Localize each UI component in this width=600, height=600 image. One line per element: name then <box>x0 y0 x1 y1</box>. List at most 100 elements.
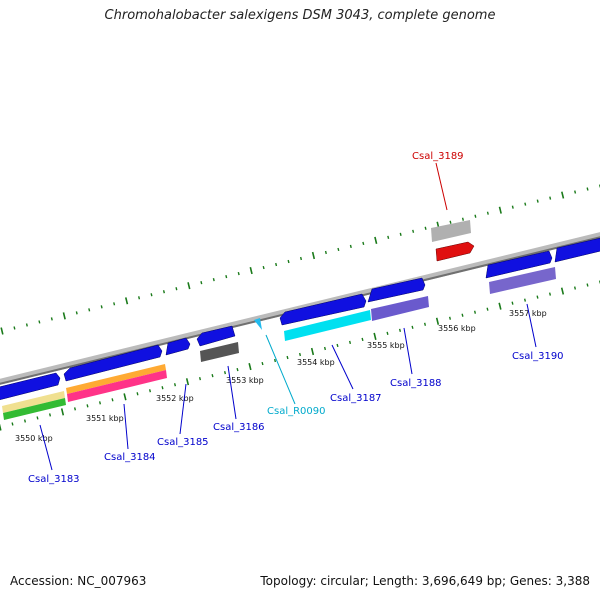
minor-tick <box>586 283 589 287</box>
category-bar-3184-a <box>66 364 166 394</box>
minor-tick <box>211 374 214 378</box>
scale-label: 3556 kbp <box>438 324 476 333</box>
major-tick <box>561 191 565 199</box>
minor-tick <box>398 328 402 332</box>
minor-tick <box>511 205 514 209</box>
feature-category-bars <box>2 220 556 420</box>
major-tick <box>60 408 65 416</box>
major-tick <box>498 302 502 310</box>
category-bar-3186 <box>200 342 239 362</box>
gene-label-csal-3187[interactable]: Csal_3187 <box>330 393 382 404</box>
map-title: Chromohalobacter salexigens DSM 3043, co… <box>104 8 496 23</box>
gene-feature-csal-3190[interactable] <box>485 250 553 279</box>
accession-text: Accession: NC_007963 <box>10 574 147 588</box>
gene-feature-csal-3183[interactable] <box>0 372 61 401</box>
minor-tick <box>298 352 302 357</box>
minor-tick <box>349 244 352 249</box>
minor-tick <box>536 199 539 203</box>
minor-tick <box>323 346 327 351</box>
scale-label: 3555 kbp <box>367 341 405 350</box>
leader-csal-3190 <box>526 303 537 348</box>
minor-tick <box>212 278 215 282</box>
category-bar-3190 <box>489 267 556 294</box>
minor-tick <box>198 377 202 381</box>
gene-label-csal-3183[interactable]: Csal_3183 <box>28 474 80 485</box>
minor-tick <box>473 310 477 314</box>
minor-tick <box>461 217 464 221</box>
gene-feature-csal-3184[interactable] <box>63 344 163 382</box>
scale-label: 3553 kbp <box>226 376 264 385</box>
minor-tick <box>225 275 228 279</box>
gene-label-csal-3185[interactable]: Csal_3185 <box>157 437 209 448</box>
major-tick <box>185 378 190 386</box>
leader-csal-3187 <box>331 344 354 390</box>
minor-tick <box>161 386 164 390</box>
minor-tick <box>73 407 77 411</box>
minor-tick <box>586 187 589 191</box>
minor-tick <box>237 271 240 276</box>
minor-tick <box>574 190 577 194</box>
minor-tick <box>162 290 165 294</box>
minor-tick <box>461 313 464 317</box>
major-tick <box>310 347 315 356</box>
gene-label-csal-3190[interactable]: Csal_3190 <box>512 351 564 362</box>
minor-tick <box>25 323 28 327</box>
gene-label-csal-3189[interactable]: Csal_3189 <box>412 151 464 162</box>
rna-feature-csal-r0090[interactable] <box>254 318 262 330</box>
major-tick <box>373 332 377 340</box>
minor-tick <box>336 343 339 348</box>
minor-tick <box>486 211 489 215</box>
gene-feature-csal-3189[interactable] <box>435 241 475 262</box>
leader-csal-r0090 <box>265 334 296 405</box>
gene-labels: Csal_3183 Csal_3184 Csal_3185 Csal_3186 … <box>28 151 564 485</box>
minor-tick <box>523 298 527 302</box>
minor-tick <box>173 383 177 387</box>
category-bar-r0090 <box>284 310 371 341</box>
minor-tick <box>448 316 452 320</box>
minor-tick <box>50 317 53 321</box>
minor-tick <box>100 305 103 309</box>
minor-tick <box>150 293 153 297</box>
gene-label-csal-3188[interactable]: Csal_3188 <box>390 378 442 389</box>
gene-label-csal-3184[interactable]: Csal_3184 <box>104 452 156 463</box>
category-bar-3183-green <box>3 398 66 420</box>
gene-feature-csal-3188[interactable] <box>367 277 426 303</box>
minor-tick <box>299 256 303 261</box>
minor-tick <box>411 325 414 329</box>
minor-tick <box>200 281 203 285</box>
minor-tick <box>86 404 89 408</box>
major-tick <box>123 393 127 401</box>
gene-feature-next[interactable] <box>554 237 600 263</box>
gene-feature-csal-3185[interactable] <box>165 337 191 356</box>
minor-tick <box>273 358 277 363</box>
minor-tick <box>387 235 390 239</box>
gene-feature-csal-3187[interactable] <box>279 293 367 326</box>
minor-tick <box>148 389 152 393</box>
scale-label: 3552 kbp <box>156 394 194 403</box>
minor-tick <box>175 287 178 291</box>
gene-feature-csal-3186[interactable] <box>196 325 236 347</box>
major-tick <box>435 317 440 325</box>
minor-tick <box>11 422 14 426</box>
category-bar-3189 <box>431 220 471 242</box>
minor-tick <box>361 337 364 342</box>
minor-tick <box>486 307 489 311</box>
minor-tick <box>423 322 427 326</box>
minor-tick <box>275 262 278 267</box>
forward-strand-features <box>0 237 600 401</box>
major-tick <box>124 297 129 305</box>
minor-tick <box>362 241 365 246</box>
major-tick <box>248 362 252 371</box>
gene-label-csal-r0090[interactable]: Csal_R0090 <box>267 406 326 417</box>
major-tick <box>0 327 4 335</box>
minor-tick <box>36 416 39 420</box>
minor-tick <box>98 401 102 405</box>
minor-tick <box>261 361 264 366</box>
genome-summary-text: Topology: circular; Length: 3,696,649 bp… <box>260 574 590 588</box>
category-bar-3188 <box>371 296 429 321</box>
gene-label-leaders <box>39 162 537 471</box>
gene-label-csal-3186[interactable]: Csal_3186 <box>213 422 265 433</box>
leader-csal-3184 <box>123 403 129 450</box>
minor-tick <box>412 229 415 233</box>
minor-tick <box>386 331 389 335</box>
